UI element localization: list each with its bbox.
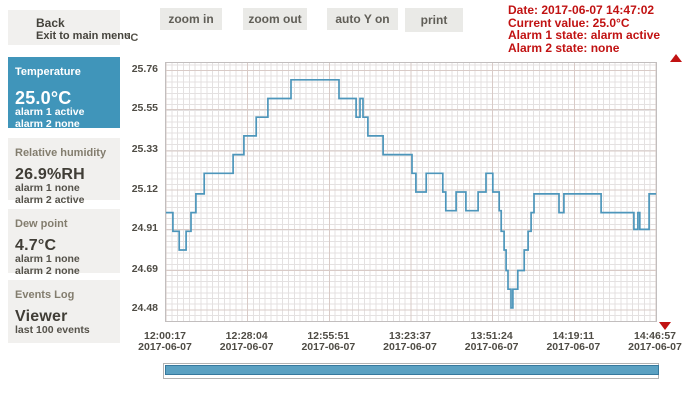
x-tick-date: 2017-06-07 [546, 340, 601, 353]
x-tick-time: 12:55:51 [307, 330, 350, 342]
y-tick-label: 24.48 [131, 302, 158, 315]
zoom-out-button[interactable]: zoom out [243, 8, 307, 30]
dewpoint-value: 4.7°C [15, 237, 57, 254]
x-tick-time: 13:51:24 [470, 330, 513, 342]
x-tick-label: 14:19:11 2017-06-07 [531, 331, 615, 352]
status-alarm2-state: Alarm 2 state: none [508, 40, 620, 55]
humidity-line1: alarm 1 none [15, 182, 80, 194]
x-tick-label: 12:00:17 2017-06-07 [123, 331, 207, 352]
x-tick-date: 2017-06-07 [219, 340, 274, 353]
temperature-value: 25.0°C [15, 88, 72, 108]
status-alarm1-state: Alarm 1 state: alarm active [508, 28, 661, 43]
humidity-line2: alarm 2 active [15, 193, 85, 206]
status-date: Date: 2017-06-07 14:47:02 [508, 3, 655, 17]
y-axis-unit-label: °C [126, 32, 139, 44]
humidity-value: 26.9%RH [15, 166, 85, 183]
zoom-in-button[interactable]: zoom in [160, 8, 222, 30]
events-line1: last 100 events [15, 324, 90, 336]
alarm-low-marker-icon [659, 322, 671, 330]
exit-to-main-menu-label: Exit to main menu [36, 30, 131, 42]
chart-plot-area[interactable] [165, 62, 657, 322]
x-tick-date: 2017-06-07 [464, 340, 519, 353]
y-tick-label: 25.76 [131, 62, 158, 75]
sidebar-panel-dewpoint[interactable]: Dew point 4.7°C alarm 1 none alarm 2 none [8, 209, 120, 276]
temperature-chart [166, 63, 656, 321]
x-tick-label: 12:55:51 2017-06-07 [286, 331, 370, 352]
temperature-line2: alarm 2 none [15, 117, 80, 130]
x-tick-label: 13:23:37 2017-06-07 [368, 331, 452, 352]
x-tick-date: 2017-06-07 [628, 340, 682, 353]
events-value: Viewer [15, 308, 68, 325]
y-tick-label: 24.69 [131, 263, 158, 276]
x-scrollbar[interactable] [163, 363, 659, 379]
humidity-label: Relative humidity [15, 147, 107, 159]
dewpoint-line1: alarm 1 none [15, 253, 80, 265]
grid-major [166, 63, 656, 321]
print-button[interactable]: print [405, 8, 463, 32]
x-tick-time: 13:23:37 [388, 330, 432, 342]
x-tick-time: 14:19:11 [552, 330, 595, 342]
temperature-series-line [166, 78, 656, 309]
auto-Y-on-button[interactable]: auto Y on [327, 8, 398, 30]
y-tick-label: 25.55 [131, 102, 158, 115]
x-tick-date: 2017-06-07 [383, 340, 437, 353]
temperature-label: Temperature [15, 66, 81, 78]
y-tick-label: 25.12 [131, 182, 158, 195]
sidebar-panel-temperature[interactable]: Temperature 25.0°C alarm 1 active alarm 2 n… [8, 57, 120, 130]
x-tick-label: 14:46:57 2017-06-07 [613, 331, 697, 352]
status-block: Date: 2017-06-07 14:47:02 Current value:… [508, 4, 660, 54]
alarm-high-marker-icon [670, 54, 682, 62]
back-button[interactable]: Back Exit to main menu [8, 10, 131, 45]
x-tick-label: 13:51:24 2017-06-07 [450, 331, 534, 352]
x-tick-date: 2017-06-07 [138, 340, 192, 353]
x-tick-time: 12:28:04 [225, 330, 268, 342]
sidebar-panel-events[interactable]: Events Log Viewer last 100 events [8, 280, 120, 343]
x-tick-time: 12:00:17 [143, 330, 187, 342]
x-tick-date: 2017-06-07 [301, 340, 356, 353]
x-tick-label: 12:28:04 2017-06-07 [205, 331, 289, 352]
status-current-value: Current value: 25.0°C [508, 15, 630, 30]
back-label: Back [36, 16, 65, 30]
temperature-line1: alarm 1 active [15, 106, 85, 118]
sidebar-panel-humidity[interactable]: Relative humidity 26.9%RH alarm 1 none alar… [8, 138, 120, 205]
events-label: Events Log [15, 289, 75, 301]
dewpoint-label: Dew point [15, 218, 68, 230]
dewpoint-line2: alarm 2 none [15, 264, 80, 277]
x-tick-time: 14:46:57 [633, 330, 677, 342]
y-tick-label: 24.91 [131, 221, 158, 234]
y-tick-label: 25.33 [131, 143, 158, 156]
x-scrollbar-thumb[interactable] [165, 365, 659, 375]
